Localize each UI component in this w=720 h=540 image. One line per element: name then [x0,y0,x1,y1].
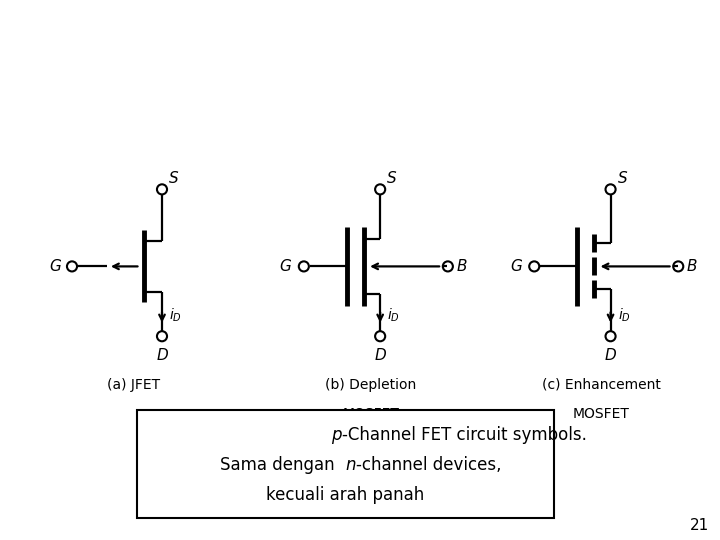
Text: B: B [687,259,698,274]
Text: (c) Enhancement: (c) Enhancement [541,378,661,392]
Text: D: D [156,348,168,363]
Text: 21: 21 [690,518,709,533]
Text: D: D [374,348,386,363]
Text: kecuali arah panah: kecuali arah panah [266,486,425,504]
Text: $i_D$: $i_D$ [169,307,182,324]
Text: n: n [346,456,356,474]
Text: D: D [605,348,616,363]
Text: -Channel FET circuit symbols.: -Channel FET circuit symbols. [342,426,587,444]
Text: $i_D$: $i_D$ [387,307,400,324]
Text: MOSFET: MOSFET [343,407,399,421]
Text: (a) JFET: (a) JFET [107,378,160,392]
Text: S: S [387,171,397,186]
Text: S: S [618,171,627,186]
Text: MOSFET: MOSFET [573,407,629,421]
Text: Sama dengan: Sama dengan [220,456,346,474]
Text: (b) Depletion: (b) Depletion [325,378,416,392]
Text: B: B [456,259,467,274]
Text: G: G [50,259,61,274]
Text: S: S [169,171,179,186]
Text: p: p [331,426,342,444]
Text: G: G [280,259,292,274]
FancyBboxPatch shape [137,410,554,518]
Text: G: G [510,259,522,274]
Text: $i_D$: $i_D$ [618,307,631,324]
Text: -channel devices,: -channel devices, [356,456,502,474]
